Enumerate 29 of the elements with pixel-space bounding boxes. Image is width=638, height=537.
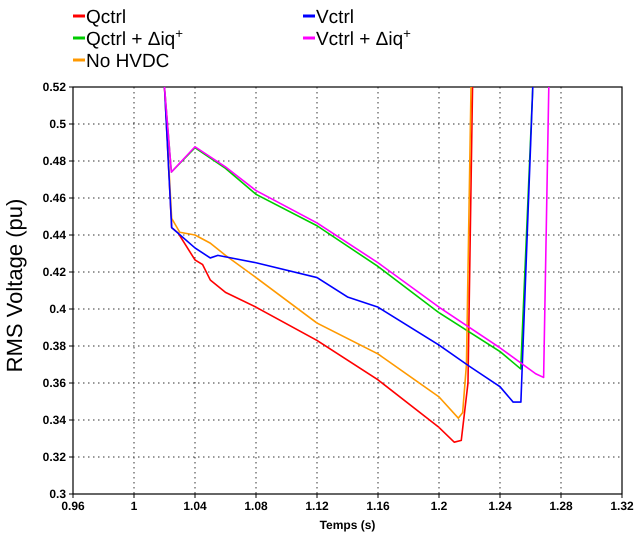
y-tick-label: 0.46 (42, 191, 66, 205)
x-tick-label: 1.24 (488, 499, 512, 513)
y-tick-label: 0.38 (42, 339, 66, 353)
legend-label: No HVDC (86, 51, 170, 72)
legend-label: Qctrl (86, 7, 126, 28)
y-tick-label: 0.34 (42, 413, 66, 427)
y-tick-label: 0.32 (42, 450, 66, 464)
legend-label: Vctrl + Δiq$^{+}$ (316, 26, 412, 50)
x-tick-label: 0.96 (61, 499, 85, 513)
legend-label: Vctrl (316, 7, 354, 28)
x-tick-label: 1.16 (366, 499, 390, 513)
x-tick-label: 1.2 (430, 499, 448, 513)
x-tick-label: 1.08 (244, 499, 268, 513)
y-tick-label: 0.5 (49, 117, 66, 131)
y-tick-label: 0.3 (49, 487, 66, 501)
y-tick-label: 0.44 (42, 228, 66, 242)
x-tick-label: 1 (130, 499, 138, 513)
y-tick-label: 0.36 (42, 376, 66, 390)
y-tick-label: 0.42 (42, 265, 66, 279)
x-tick-label: 1.28 (549, 499, 573, 513)
x-axis-title: Temps (s) (320, 518, 376, 532)
legend-label: Qctrl + Δiq$^{+}$ (86, 26, 184, 50)
x-tick-label: 1.32 (610, 499, 634, 513)
x-tick-label: 1.12 (305, 499, 329, 513)
y-tick-label: 0.4 (49, 302, 66, 316)
y-axis-title: RMS Voltage (pu) (2, 198, 27, 372)
y-tick-label: 0.52 (42, 80, 66, 94)
x-tick-label: 1.04 (183, 499, 207, 513)
y-tick-label: 0.48 (42, 154, 66, 168)
